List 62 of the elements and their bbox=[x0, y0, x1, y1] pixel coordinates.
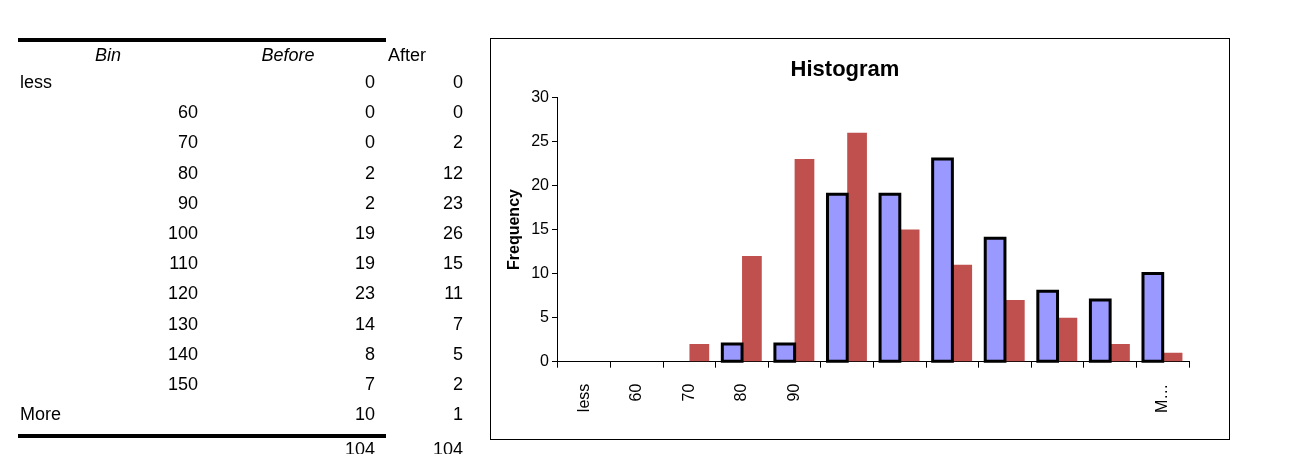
text: 23 bbox=[442, 191, 463, 214]
text: 5 bbox=[452, 342, 463, 365]
text: 15 bbox=[442, 252, 463, 275]
text: 26 bbox=[442, 222, 463, 244]
x-tick-label: 80 bbox=[732, 383, 750, 402]
bar bbox=[1057, 317, 1078, 362]
text: 0 bbox=[364, 131, 375, 154]
text: less bbox=[20, 71, 53, 93]
text: 0 bbox=[364, 71, 375, 93]
y-tick-label: 15 bbox=[531, 219, 550, 237]
x-tick-label: less bbox=[574, 383, 592, 413]
text: 2 bbox=[364, 191, 375, 214]
text: 8 bbox=[364, 342, 375, 365]
text: 110 bbox=[169, 252, 198, 275]
text: 1 bbox=[452, 403, 463, 426]
text: 11 bbox=[444, 282, 463, 305]
bar bbox=[689, 344, 710, 362]
text: 19 bbox=[354, 222, 375, 244]
y-axis-title: Frequency bbox=[505, 188, 523, 270]
y-tick-label: 20 bbox=[531, 175, 550, 193]
bar bbox=[899, 229, 920, 362]
bar bbox=[952, 264, 973, 362]
text: 90 bbox=[177, 191, 198, 214]
x-tick-label: 90 bbox=[785, 383, 803, 402]
text: More bbox=[20, 403, 62, 426]
text: 120 bbox=[167, 282, 198, 305]
y-tick-label: 10 bbox=[531, 263, 550, 281]
text: 2 bbox=[364, 161, 375, 184]
text: 10 bbox=[354, 403, 375, 426]
text: 23 bbox=[354, 282, 375, 305]
chart-title: Histogram bbox=[790, 56, 900, 82]
text: 80 bbox=[177, 161, 198, 184]
x-tick-label: 70 bbox=[679, 383, 697, 402]
text: 100 bbox=[167, 222, 198, 244]
x-tick-label: M… bbox=[1153, 383, 1171, 413]
bar bbox=[794, 159, 815, 362]
text: 70 bbox=[177, 131, 198, 154]
text: 140 bbox=[167, 342, 198, 365]
text: 0 bbox=[452, 101, 463, 124]
y-tick-label: 30 bbox=[531, 87, 550, 105]
text: 150 bbox=[167, 373, 198, 395]
text: After bbox=[388, 44, 427, 66]
text: 12 bbox=[442, 161, 463, 184]
text: 7 bbox=[452, 312, 463, 335]
bar bbox=[742, 255, 762, 362]
text: 0 bbox=[452, 71, 463, 93]
text: 130 bbox=[167, 312, 198, 335]
y-tick-label: 25 bbox=[531, 131, 550, 149]
y-tick-label: 5 bbox=[540, 308, 550, 326]
bar bbox=[847, 132, 867, 362]
text: 0 bbox=[364, 101, 375, 124]
text: 7 bbox=[364, 373, 375, 395]
text: 14 bbox=[354, 312, 375, 335]
text: Bin bbox=[94, 44, 122, 66]
y-tick-label: 0 bbox=[540, 352, 550, 370]
text: Before bbox=[260, 44, 316, 66]
text: 2 bbox=[452, 131, 463, 154]
x-tick-label: 60 bbox=[627, 383, 645, 402]
text: 60 bbox=[177, 101, 198, 124]
text: 19 bbox=[354, 252, 375, 275]
text: 2 bbox=[452, 373, 463, 395]
bar bbox=[1004, 300, 1025, 362]
